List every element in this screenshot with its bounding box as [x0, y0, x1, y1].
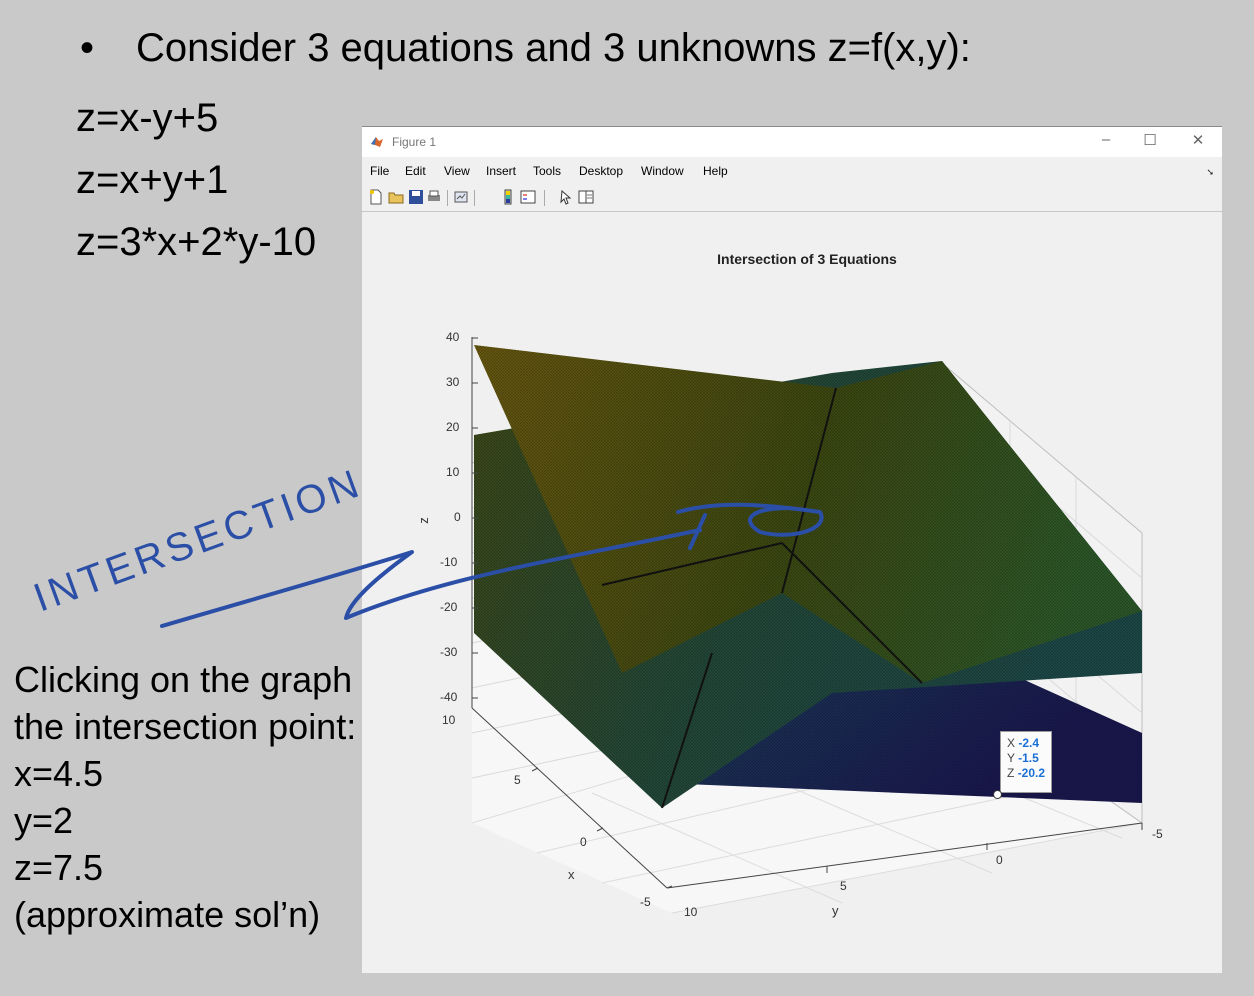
maximize-button[interactable]: ☐	[1143, 132, 1157, 149]
colorbar-icon[interactable]	[500, 189, 516, 205]
z-tick-label: 0	[454, 510, 461, 524]
y-tick-label: 10	[684, 905, 698, 919]
datatip-y-value: -1.5	[1018, 751, 1039, 765]
x-tick-label: -5	[640, 895, 651, 909]
data-tip[interactable]: X -2.4 Y -1.5 Z -20.2	[1000, 731, 1052, 793]
intersection-note: Clicking on the graph at the intersectio…	[14, 656, 392, 938]
open-file-icon[interactable]	[388, 189, 404, 205]
z-tick-label: 10	[446, 465, 460, 479]
note-line: z=7.5	[14, 847, 104, 888]
minimize-button[interactable]: –	[1101, 131, 1111, 148]
dock-arrow-icon[interactable]: ➘	[1206, 167, 1214, 177]
note-line: the intersection point:	[14, 706, 357, 747]
datatip-z-value: -20.2	[1017, 766, 1046, 780]
print-icon[interactable]	[426, 189, 442, 205]
toolbar-separator	[447, 190, 448, 206]
window-title: Figure 1	[392, 135, 437, 149]
chart-title: Intersection of 3 Equations	[717, 251, 897, 267]
menu-tools[interactable]: Tools	[533, 164, 562, 178]
toolbar-separator	[474, 190, 475, 206]
datatip-marker[interactable]	[993, 790, 1002, 799]
annotation-label: INTERSECTION	[28, 461, 368, 621]
axis-lines	[471, 337, 1143, 889]
menu-edit[interactable]: Edit	[405, 164, 426, 178]
legend-icon[interactable]	[520, 189, 536, 205]
note-line: y=2	[14, 800, 74, 841]
equation-2: z=x+y+1	[76, 158, 229, 202]
property-inspector-icon[interactable]	[578, 189, 594, 205]
y-axis-label: y	[832, 903, 839, 918]
menu-insert[interactable]: Insert	[486, 164, 517, 178]
datatip-x-value: -2.4	[1018, 736, 1040, 750]
equation-3: z=3*x+2*y-10	[76, 220, 317, 264]
x-tick-label: 5	[514, 773, 521, 787]
figure-toolbar	[362, 185, 1222, 212]
z-tick-label: -40	[440, 690, 458, 704]
matlab-icon	[371, 137, 383, 147]
y-tick-label: -5	[1152, 827, 1163, 841]
window-titlebar[interactable]: Figure 1 – ☐ ✕	[362, 127, 1222, 157]
close-button[interactable]: ✕	[1191, 132, 1205, 149]
datatip-y-label: Y	[1007, 751, 1015, 765]
surface-plot[interactable]	[362, 213, 1222, 973]
x-axis-label: x	[568, 867, 575, 882]
save-icon[interactable]	[408, 189, 424, 205]
z-tick-label: -30	[440, 645, 458, 659]
y-tick-label: 0	[996, 853, 1003, 867]
plot-area[interactable]: Intersection of 3 Equations 40 30 20 10 …	[362, 213, 1222, 973]
new-figure-icon[interactable]	[368, 189, 384, 205]
link-plot-icon[interactable]	[453, 189, 469, 205]
menu-window[interactable]: Window	[641, 164, 684, 178]
menu-desktop[interactable]: Desktop	[579, 164, 624, 178]
toolbar-separator	[544, 190, 545, 206]
datatip-z-label: Z	[1007, 766, 1015, 780]
slide-title-text: Consider 3 equations and 3 unknowns z=f(…	[136, 26, 971, 70]
datatip-x-label: X	[1007, 736, 1016, 750]
note-line: (approximate sol’n)	[14, 894, 321, 935]
slide-title: • Consider 3 equations and 3 unknowns z=f…	[80, 26, 971, 71]
menu-bar: File Edit View Insert Tools Desktop Wind…	[362, 159, 1222, 183]
x-tick-label: 0	[580, 835, 587, 849]
x-tick-label: 10	[442, 713, 456, 727]
menu-help[interactable]: Help	[703, 164, 728, 178]
y-tick-label: 5	[840, 879, 847, 893]
z-axis-label: z	[415, 517, 431, 524]
bullet: •	[80, 26, 95, 70]
menu-view[interactable]: View	[444, 164, 470, 178]
edit-plot-icon[interactable]	[558, 189, 574, 205]
note-line: Clicking on the graph at	[14, 659, 393, 700]
z-tick-label: -10	[440, 555, 458, 569]
z-tick-label: 30	[446, 375, 460, 389]
tick-marks	[472, 337, 1143, 889]
z-tick-label: 20	[446, 420, 460, 434]
equation-1: z=x-y+5	[76, 96, 219, 140]
menu-file[interactable]: File	[370, 164, 390, 178]
figure-window: Figure 1 – ☐ ✕ File Edit View Insert Too…	[362, 126, 1222, 973]
z-tick-label: -20	[440, 600, 458, 614]
note-line: x=4.5	[14, 753, 104, 794]
z-tick-label: 40	[446, 330, 460, 344]
